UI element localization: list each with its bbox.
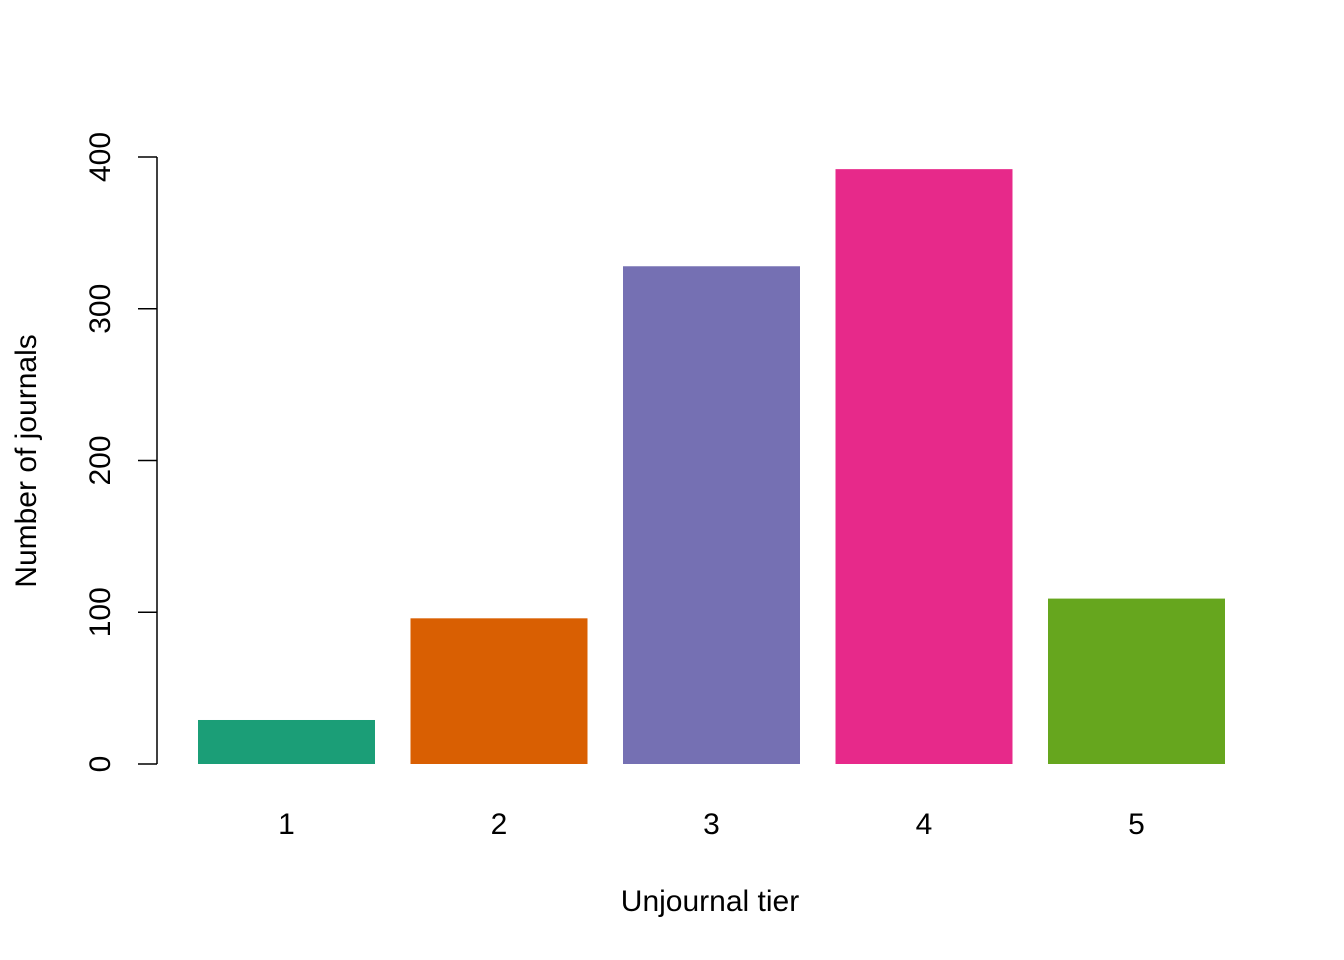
y-axis: 0 100 200 300 400 — [84, 132, 158, 773]
bar-tier-3 — [623, 266, 800, 764]
y-tick-label: 0 — [84, 756, 117, 773]
x-tick-label: 1 — [278, 808, 295, 841]
x-tick-label: 3 — [703, 808, 720, 841]
y-tick-label: 300 — [84, 284, 117, 334]
x-axis-labels: 1 2 3 4 5 — [278, 808, 1145, 841]
y-tick-label: 100 — [84, 587, 117, 637]
bar-tier-1 — [198, 719, 375, 764]
bar-tier-2 — [410, 618, 588, 764]
bar-tier-5 — [1048, 598, 1225, 764]
bars-group — [198, 169, 1225, 764]
x-tick-label: 5 — [1128, 808, 1145, 841]
y-axis-title: Number of journals — [10, 334, 43, 587]
y-tick-label: 200 — [84, 435, 117, 485]
x-tick-label: 4 — [916, 808, 933, 841]
bar-tier-4 — [835, 169, 1013, 764]
x-tick-label: 2 — [491, 808, 508, 841]
x-axis-title: Unjournal tier — [621, 885, 799, 918]
y-tick-label: 400 — [84, 132, 117, 182]
